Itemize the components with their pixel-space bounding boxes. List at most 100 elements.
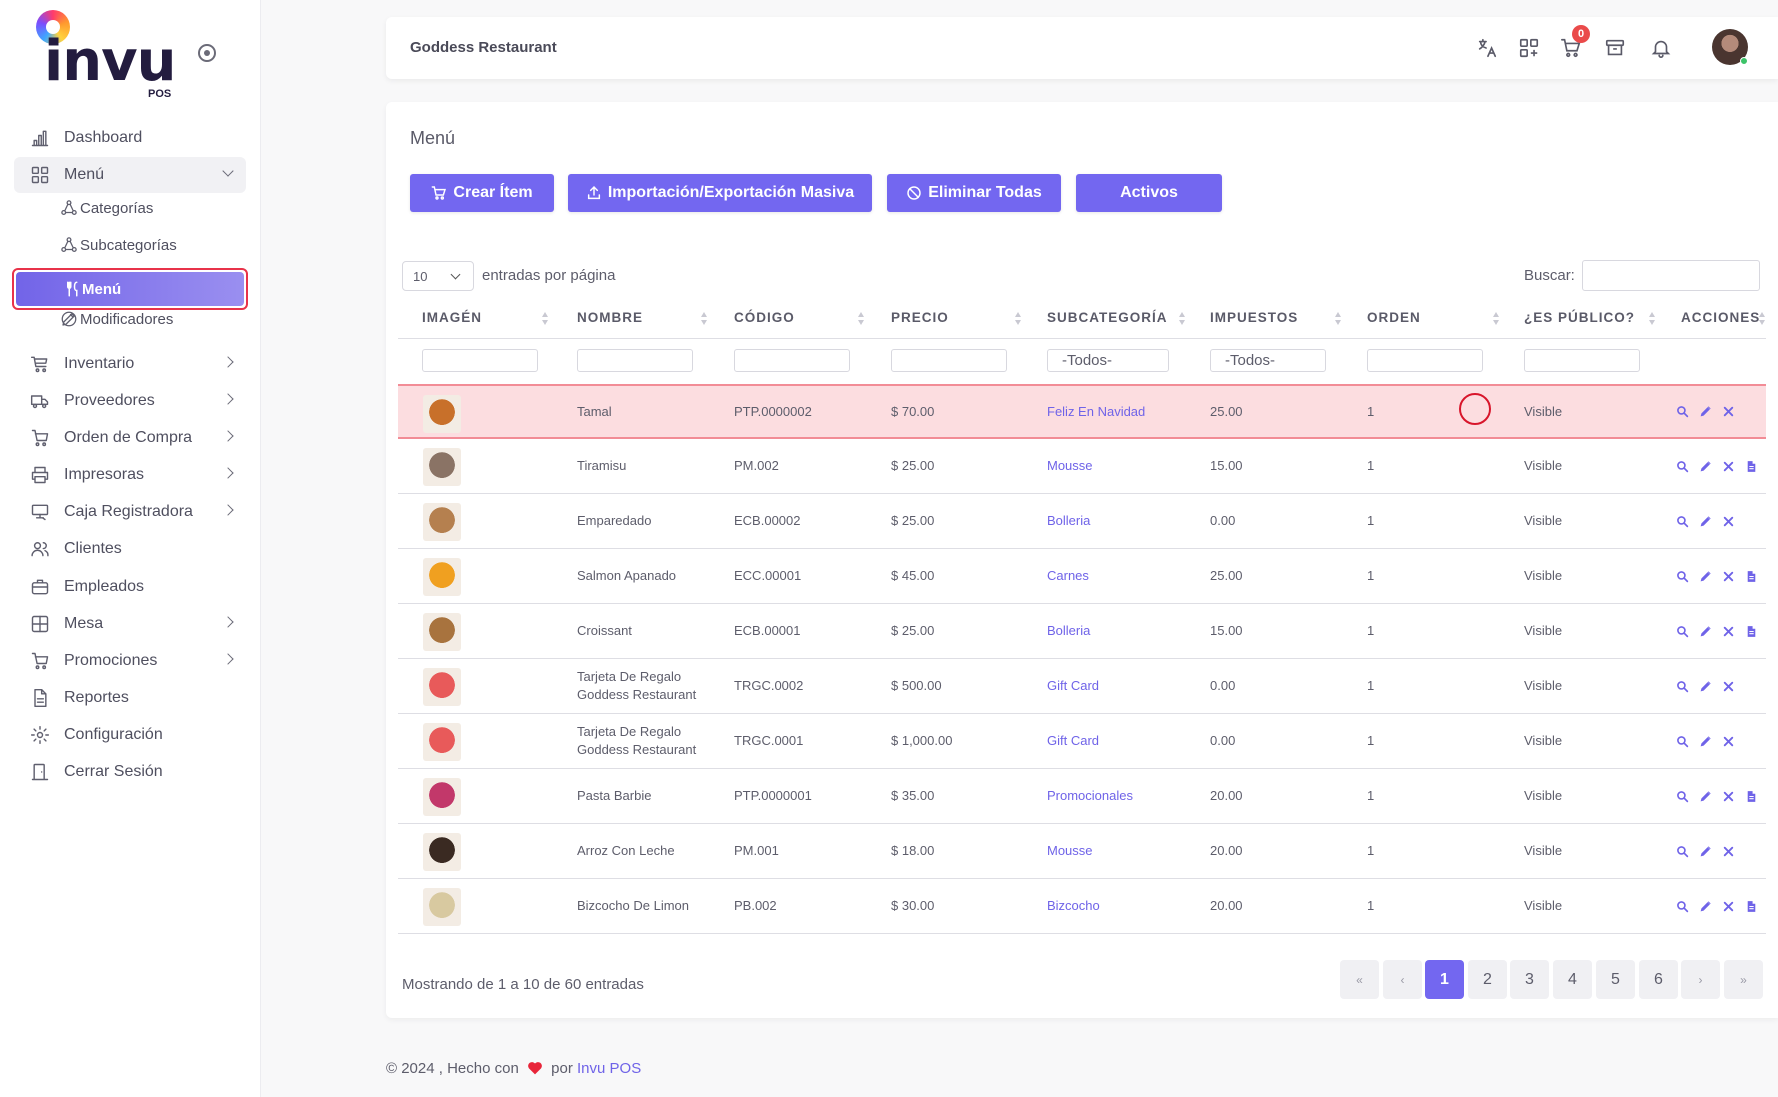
delete-x-icon[interactable] xyxy=(1722,714,1735,768)
page-button-4[interactable]: 4 xyxy=(1553,960,1592,999)
sidebar-item-configuracion[interactable]: Configuración xyxy=(14,717,246,753)
column-header-1[interactable]: NOMBRE xyxy=(577,310,643,325)
active-filter-button[interactable]: Activos xyxy=(1076,174,1222,212)
table-row[interactable]: Tamal PTP.0000002 $ 70.00 Feliz En Navidad 2… xyxy=(398,384,1766,439)
code-filter[interactable] xyxy=(734,349,850,372)
sidebar-item-caja-registradora[interactable]: Caja Registradora xyxy=(14,494,246,530)
sort-icon[interactable] xyxy=(1758,310,1766,326)
cell-subcategory[interactable]: Feliz En Navidad xyxy=(1047,403,1146,419)
view-search-icon[interactable] xyxy=(1676,549,1689,603)
cell-subcategory[interactable]: Bolleria xyxy=(1047,623,1091,639)
column-header-6[interactable]: ORDEN xyxy=(1367,310,1421,325)
create-item-button[interactable]: Crear Ítem xyxy=(410,174,554,212)
page-button-6[interactable]: 6 xyxy=(1639,960,1678,999)
order-filter[interactable] xyxy=(1367,349,1483,372)
sort-icon[interactable] xyxy=(1492,310,1500,326)
edit-pencil-icon[interactable] xyxy=(1699,386,1712,437)
table-row[interactable]: Tarjeta De Regalo Goddess Restaurant TRGC… xyxy=(398,659,1766,714)
sidebar-item-inventario[interactable]: Inventario xyxy=(14,346,246,382)
delete-x-icon[interactable] xyxy=(1722,604,1735,658)
user-avatar[interactable] xyxy=(1712,29,1748,65)
next-page-button[interactable]: › xyxy=(1681,960,1720,999)
sidebar-item-clientes[interactable]: Clientes xyxy=(14,531,246,567)
cell-subcategory[interactable]: Mousse xyxy=(1047,458,1093,474)
cell-subcategory[interactable]: Bizcocho xyxy=(1047,898,1100,914)
sidebar-item-menu[interactable]: Menú xyxy=(14,157,246,193)
search-input[interactable] xyxy=(1582,260,1760,291)
page-button-1[interactable]: 1 xyxy=(1425,960,1464,999)
sidebar-item-dashboard[interactable]: Dashboard xyxy=(14,120,246,156)
sort-icon[interactable] xyxy=(857,310,865,326)
sidebar-item-mesa[interactable]: Mesa xyxy=(14,606,246,642)
view-search-icon[interactable] xyxy=(1676,714,1689,768)
edit-pencil-icon[interactable] xyxy=(1699,439,1712,493)
column-header-8[interactable]: ACCIONES xyxy=(1681,310,1761,325)
edit-pencil-icon[interactable] xyxy=(1699,549,1712,603)
submenu-item-categorias[interactable]: Categorías xyxy=(60,193,153,223)
sidebar-item-orden-de-compra[interactable]: Orden de Compra xyxy=(14,420,246,456)
table-row[interactable]: Pasta Barbie PTP.0000001 $ 35.00 Promociona… xyxy=(398,769,1766,824)
sort-icon[interactable] xyxy=(1648,310,1656,326)
sort-icon[interactable] xyxy=(700,310,708,326)
subcategory-filter[interactable]: -Todos- xyxy=(1047,349,1169,372)
column-header-4[interactable]: SUBCATEGORÍA xyxy=(1047,310,1168,325)
table-row[interactable]: Tiramisu PM.002 $ 25.00 Mousse 15.00 1 Visible xyxy=(398,439,1766,494)
archive-icon[interactable] xyxy=(1602,35,1628,61)
edit-pencil-icon[interactable] xyxy=(1699,494,1712,548)
edit-pencil-icon[interactable] xyxy=(1699,659,1712,713)
column-header-2[interactable]: CÓDIGO xyxy=(734,310,795,325)
sidebar-item-reportes[interactable]: Reportes xyxy=(14,680,246,716)
footer-brand-link[interactable]: Invu POS xyxy=(577,1060,642,1077)
sort-icon[interactable] xyxy=(1014,310,1022,326)
submenu-item-menu-active[interactable]: Menú xyxy=(12,268,248,310)
delete-x-icon[interactable] xyxy=(1722,494,1735,548)
view-search-icon[interactable] xyxy=(1676,494,1689,548)
table-row[interactable]: Tarjeta De Regalo Goddess Restaurant TRGC… xyxy=(398,714,1766,769)
page-button-2[interactable]: 2 xyxy=(1468,960,1507,999)
sidebar-item-empleados[interactable]: Empleados xyxy=(14,569,246,605)
delete-x-icon[interactable] xyxy=(1722,824,1735,878)
view-search-icon[interactable] xyxy=(1676,824,1689,878)
document-icon[interactable] xyxy=(1745,549,1758,603)
bulk-import-export-button[interactable]: Importación/Exportación Masiva xyxy=(568,174,872,212)
public-filter[interactable] xyxy=(1524,349,1640,372)
edit-pencil-icon[interactable] xyxy=(1699,824,1712,878)
edit-pencil-icon[interactable] xyxy=(1699,714,1712,768)
apps-add-icon[interactable] xyxy=(1516,35,1542,61)
delete-all-button[interactable]: Eliminar Todas xyxy=(887,174,1061,212)
submenu-item-modificadores[interactable]: Modificadores xyxy=(60,304,173,334)
document-icon[interactable] xyxy=(1745,769,1758,823)
edit-pencil-icon[interactable] xyxy=(1699,879,1712,933)
table-row[interactable]: Salmon Apanado ECC.00001 $ 45.00 Carnes 25.0… xyxy=(398,549,1766,604)
table-row[interactable]: Emparedado ECB.00002 $ 25.00 Bolleria 0.00 1 V… xyxy=(398,494,1766,549)
column-header-3[interactable]: PRECIO xyxy=(891,310,949,325)
page-length-select[interactable]: 10 xyxy=(402,261,474,291)
page-button-3[interactable]: 3 xyxy=(1510,960,1549,999)
cell-subcategory[interactable]: Carnes xyxy=(1047,568,1089,584)
table-row[interactable]: Bizcocho De Limon PB.002 $ 30.00 Bizcocho 20… xyxy=(398,879,1766,934)
cell-subcategory[interactable]: Mousse xyxy=(1047,843,1093,859)
delete-x-icon[interactable] xyxy=(1722,879,1735,933)
sidebar-item-promociones[interactable]: Promociones xyxy=(14,643,246,679)
table-row[interactable]: Croissant ECB.00001 $ 25.00 Bolleria 15.00 1 V… xyxy=(398,604,1766,659)
cell-subcategory[interactable]: Gift Card xyxy=(1047,678,1100,694)
column-header-5[interactable]: IMPUESTOS xyxy=(1210,310,1299,325)
delete-x-icon[interactable] xyxy=(1722,386,1735,437)
edit-pencil-icon[interactable] xyxy=(1699,769,1712,823)
delete-x-icon[interactable] xyxy=(1722,769,1735,823)
sidebar-item-cerrar-sesion[interactable]: Cerrar Sesión xyxy=(14,754,246,790)
sidebar-collapse-icon[interactable] xyxy=(198,44,216,62)
column-header-7[interactable]: ¿ES PÚBLICO? xyxy=(1524,310,1636,325)
prev-page-button[interactable]: ‹ xyxy=(1383,960,1422,999)
table-row[interactable]: Arroz Con Leche PM.001 $ 18.00 Mousse 20.00 1… xyxy=(398,824,1766,879)
view-search-icon[interactable] xyxy=(1676,769,1689,823)
price-filter[interactable] xyxy=(891,349,1007,372)
delete-x-icon[interactable] xyxy=(1722,549,1735,603)
last-page-button[interactable]: » xyxy=(1724,960,1763,999)
cell-subcategory[interactable]: Promocionales xyxy=(1047,788,1133,804)
submenu-item-subcategorias[interactable]: Subcategorías xyxy=(60,230,177,260)
view-search-icon[interactable] xyxy=(1676,439,1689,493)
invu-pos-logo[interactable]: invu POS xyxy=(34,10,184,100)
bell-icon[interactable] xyxy=(1648,35,1674,61)
view-search-icon[interactable] xyxy=(1676,604,1689,658)
